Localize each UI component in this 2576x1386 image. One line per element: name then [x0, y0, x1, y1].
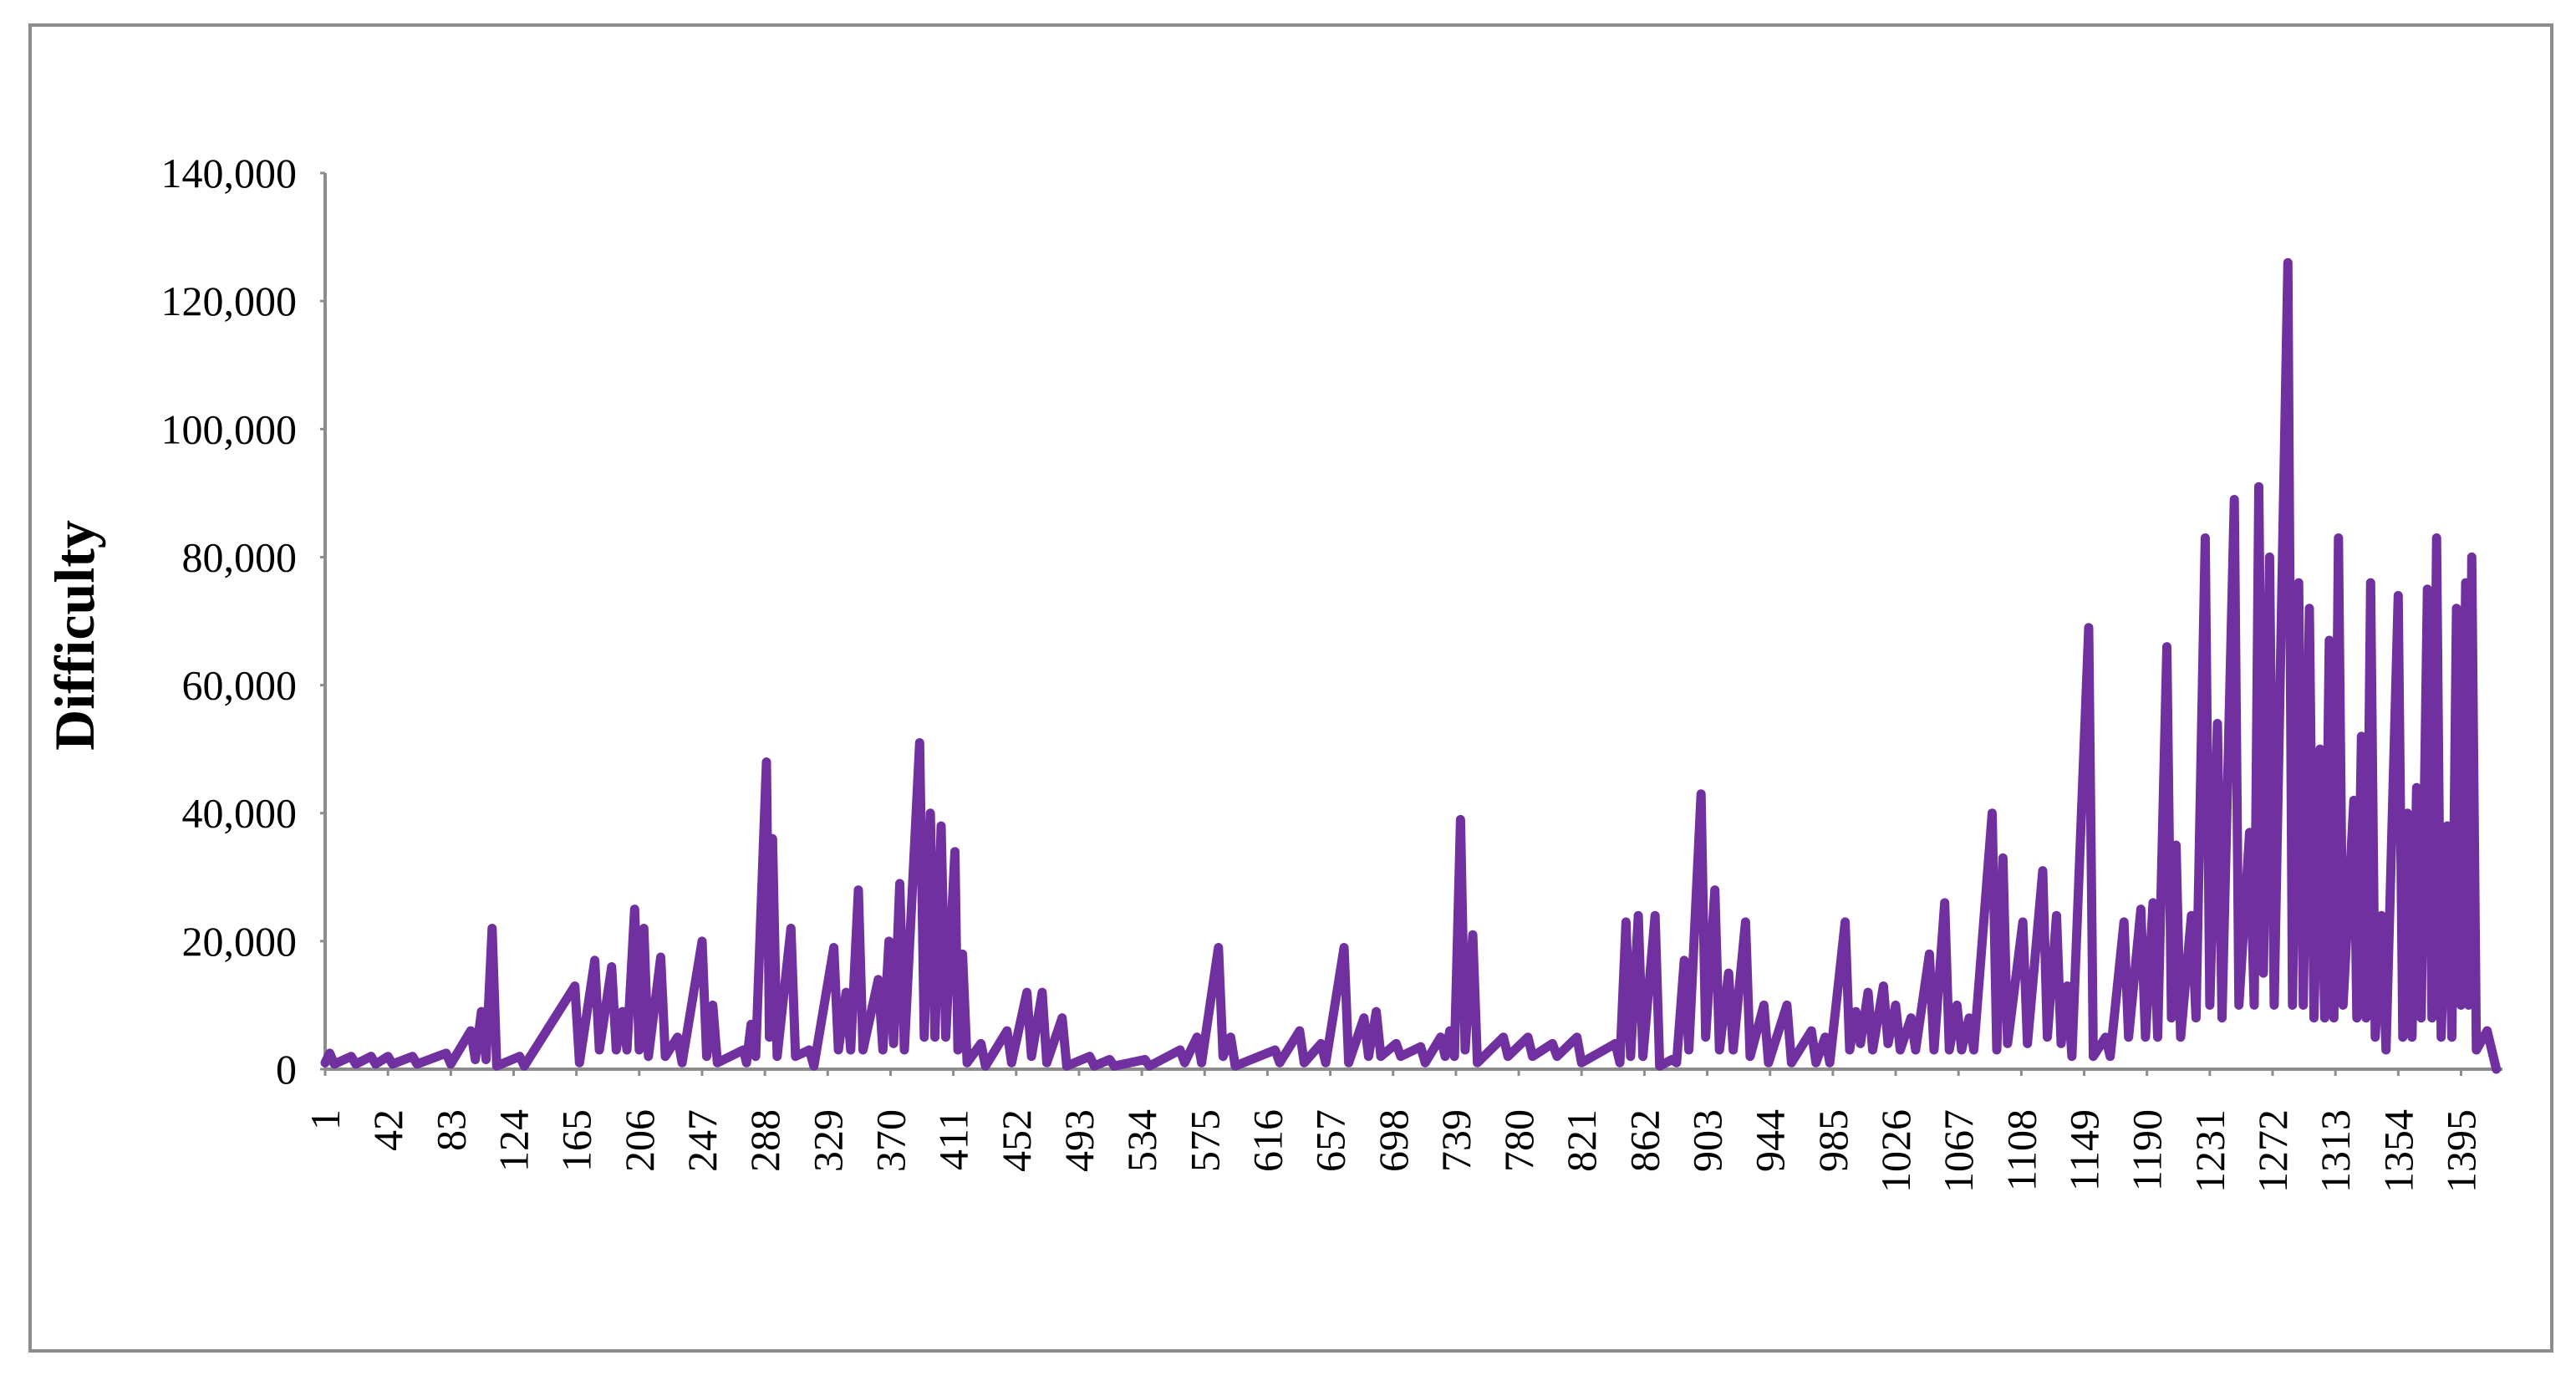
x-tick-label: 42: [364, 1109, 411, 1151]
x-tick-label: 1108: [1998, 1109, 2044, 1191]
x-tick-label: 1: [302, 1109, 349, 1130]
x-tick-label: 1354: [2375, 1109, 2421, 1193]
x-tick-label: 124: [490, 1109, 537, 1172]
x-tick-label: 370: [867, 1109, 914, 1172]
y-tick-label: 140,000: [161, 150, 298, 196]
y-tick-label: 40,000: [182, 790, 298, 837]
y-tick-label: 0: [276, 1046, 297, 1093]
x-tick-label: 985: [1810, 1109, 1856, 1172]
x-tick-label: 1395: [2438, 1109, 2485, 1193]
chart-border: [28, 23, 2553, 1353]
y-tick-label: 80,000: [182, 533, 298, 580]
x-tick-label: 903: [1684, 1109, 1731, 1172]
x-tick-label: 944: [1747, 1109, 1794, 1172]
x-tick-label: 247: [679, 1109, 725, 1172]
x-tick-label: 83: [427, 1109, 474, 1151]
x-tick-label: 288: [741, 1109, 788, 1172]
x-tick-label: 1026: [1872, 1109, 1919, 1193]
x-tick-label: 165: [553, 1109, 600, 1172]
x-tick-label: 616: [1244, 1109, 1291, 1172]
x-tick-label: 1313: [2312, 1109, 2359, 1193]
y-tick-label: 20,000: [182, 918, 298, 965]
x-tick-label: 657: [1307, 1109, 1354, 1172]
x-tick-label: 862: [1621, 1109, 1667, 1172]
data-line: [320, 257, 2502, 1074]
x-tick-label: 534: [1118, 1109, 1165, 1172]
y-tick-label: 120,000: [161, 278, 298, 324]
x-tick-label: 493: [1056, 1109, 1102, 1172]
x-tick-label: 411: [930, 1109, 977, 1170]
x-tick-label: 452: [993, 1109, 1040, 1172]
x-tick-label: 206: [616, 1109, 663, 1172]
x-tick-label: 575: [1181, 1109, 1228, 1172]
x-tick-label: 698: [1370, 1109, 1417, 1172]
x-tick-label: 739: [1433, 1109, 1479, 1172]
x-tick-label: 1190: [2124, 1109, 2171, 1191]
x-tick-label: 821: [1558, 1109, 1605, 1172]
y-tick-label: 60,000: [182, 662, 298, 709]
y-axis-label: Difficulty: [43, 520, 106, 751]
x-tick-label: 1067: [1935, 1109, 1982, 1193]
y-tick-label: 100,000: [161, 405, 298, 452]
x-tick-label: 1231: [2187, 1109, 2233, 1193]
x-tick-label: 1149: [2061, 1109, 2108, 1191]
x-tick-label: 1272: [2249, 1109, 2296, 1193]
x-tick-label: 780: [1495, 1109, 1542, 1172]
x-tick-label: 329: [804, 1109, 851, 1172]
